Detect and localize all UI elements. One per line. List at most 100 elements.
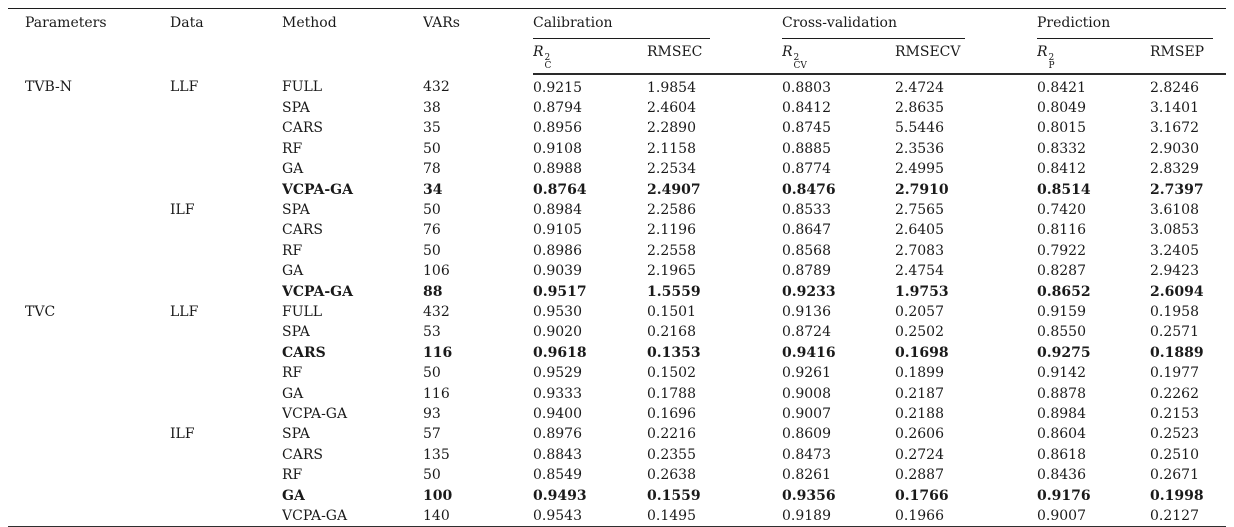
table-row: GA 78 0.8988 2.2534 0.8774 2.4995 0.8412 2.8329 bbox=[8, 159, 1226, 179]
table-row: CARS 116 0.9618 0.1353 0.9416 0.1698 0.9275 0.1… bbox=[8, 343, 1226, 363]
cell-vars: 100 bbox=[423, 487, 453, 504]
cell-parameter bbox=[8, 343, 170, 363]
group-label-cross-validation: Cross-validation bbox=[782, 15, 898, 31]
cell-rmsep: 0.2523 bbox=[1150, 426, 1199, 443]
cell-r2c: 0.8976 bbox=[533, 426, 582, 443]
cell-r2p: 0.9142 bbox=[1037, 365, 1086, 382]
cell-parameter bbox=[8, 282, 170, 302]
cell-parameter bbox=[8, 200, 170, 220]
cell-data bbox=[170, 261, 282, 281]
cell-r2cv: 0.8261 bbox=[782, 467, 831, 484]
cell-method: VCPA-GA bbox=[282, 181, 354, 198]
cell-r2cv: 0.9189 bbox=[782, 506, 895, 527]
cell-r2c: 0.8956 bbox=[533, 120, 582, 137]
cell-parameter bbox=[8, 404, 170, 424]
cell-vars: 76 bbox=[423, 222, 441, 239]
table-row: RF 50 0.9529 0.1502 0.9261 0.1899 0.9142 0.1977 bbox=[8, 363, 1226, 383]
cell-r2p: 0.9176 bbox=[1037, 487, 1091, 504]
table-row: RF 50 0.8549 0.2638 0.8261 0.2887 0.8436 0.2671 bbox=[8, 465, 1226, 485]
cell-method: VCPA-GA bbox=[282, 506, 423, 527]
cell-r2p: 0.7922 bbox=[1037, 242, 1086, 259]
cell-method: CARS bbox=[282, 446, 323, 463]
group-label-calibration: Calibration bbox=[533, 15, 613, 31]
table-row: GA 100 0.9493 0.1559 0.9356 0.1766 0.9176 0.199… bbox=[8, 486, 1226, 506]
cell-rmsec: 2.2558 bbox=[647, 242, 696, 259]
cell-r2cv: 0.8745 bbox=[782, 120, 831, 137]
table-row: ILF SPA 57 0.8976 0.2216 0.8609 0.2606 0.8604 0.… bbox=[8, 424, 1226, 444]
cell-rmsep: 0.2510 bbox=[1150, 446, 1199, 463]
cell-r2c: 0.9543 bbox=[533, 506, 647, 527]
cell-vars: 106 bbox=[423, 263, 450, 280]
cell-method: CARS bbox=[282, 222, 323, 239]
cell-rmsec: 1.5559 bbox=[647, 283, 701, 300]
cell-rmsep: 3.0853 bbox=[1150, 222, 1199, 239]
cell-r2c: 0.8794 bbox=[533, 99, 582, 116]
cell-r2p: 0.8287 bbox=[1037, 263, 1086, 280]
cell-data bbox=[170, 159, 282, 179]
cell-parameter bbox=[8, 241, 170, 261]
cell-rmsecv: 0.2502 bbox=[895, 324, 944, 341]
cell-rmsep: 2.8329 bbox=[1150, 161, 1199, 178]
table-row: SPA 53 0.9020 0.2168 0.8724 0.2502 0.8550 0.257… bbox=[8, 322, 1226, 342]
cell-parameter: TVB-N bbox=[25, 78, 72, 95]
cell-rmsep: 3.1401 bbox=[1150, 99, 1199, 116]
cell-data bbox=[170, 343, 282, 363]
cell-rmsec: 2.1158 bbox=[647, 140, 696, 157]
cell-data bbox=[170, 139, 282, 159]
cell-rmsecv: 2.7083 bbox=[895, 242, 944, 259]
cell-rmsec: 0.2216 bbox=[647, 426, 696, 443]
cell-r2p: 0.9159 bbox=[1037, 303, 1086, 320]
cell-rmsec: 2.2534 bbox=[647, 161, 696, 178]
cell-data bbox=[170, 118, 282, 138]
cell-rmsecv: 2.7910 bbox=[895, 181, 949, 198]
cell-r2cv: 0.8885 bbox=[782, 140, 831, 157]
cell-r2p: 0.8412 bbox=[1037, 161, 1086, 178]
group-header-cross-validation: Cross-validation bbox=[782, 9, 1037, 40]
table-body: TVB-N LLF FULL 432 0.9215 1.9854 0.8803 2.4724 0… bbox=[8, 74, 1226, 527]
cell-rmsecv: 2.4754 bbox=[895, 263, 944, 280]
cell-vars: 35 bbox=[423, 120, 441, 137]
cell-rmsecv: 2.6405 bbox=[895, 222, 944, 239]
cell-r2c: 0.9400 bbox=[533, 406, 582, 422]
cell-method: GA bbox=[282, 487, 305, 504]
cell-data bbox=[170, 180, 282, 200]
cell-rmsep: 3.6108 bbox=[1150, 201, 1199, 218]
cell-r2cv: 0.8774 bbox=[782, 161, 831, 178]
table-row: TVB-N LLF FULL 432 0.9215 1.9854 0.8803 2.4724 0… bbox=[8, 74, 1226, 98]
group-header-prediction: Prediction bbox=[1037, 9, 1226, 40]
cell-vars: 34 bbox=[423, 181, 443, 198]
table-row: CARS 35 0.8956 2.2890 0.8745 5.5446 0.8015 3.16… bbox=[8, 118, 1226, 138]
cell-data bbox=[170, 384, 282, 404]
cell-r2p: 0.8436 bbox=[1037, 467, 1086, 484]
cell-rmsecv: 0.2724 bbox=[895, 446, 944, 463]
cell-r2p: 0.8015 bbox=[1037, 120, 1086, 137]
cell-rmsec: 2.2890 bbox=[647, 120, 696, 137]
cell-parameter bbox=[8, 506, 170, 527]
cell-method: CARS bbox=[282, 120, 323, 137]
cell-vars: 116 bbox=[423, 385, 450, 402]
cell-rmsec: 0.1353 bbox=[647, 344, 701, 361]
paper-table-page: Parameters Data Method VARs Calibration … bbox=[0, 8, 1234, 527]
cell-parameter bbox=[8, 363, 170, 383]
cell-parameter bbox=[8, 139, 170, 159]
cell-data: LLF bbox=[170, 78, 199, 95]
table-row: GA 106 0.9039 2.1965 0.8789 2.4754 0.8287 2.942… bbox=[8, 261, 1226, 281]
cell-method: RF bbox=[282, 467, 303, 484]
cell-r2cv: 0.9356 bbox=[782, 487, 836, 504]
cell-data bbox=[170, 404, 282, 424]
cell-rmsec: 0.1559 bbox=[647, 487, 701, 504]
cell-rmsecv: 2.8635 bbox=[895, 99, 944, 116]
cell-r2c: 0.9618 bbox=[533, 344, 587, 361]
cell-data: ILF bbox=[170, 201, 195, 218]
cell-r2p: 0.8618 bbox=[1037, 446, 1086, 463]
cell-parameter bbox=[8, 180, 170, 200]
cell-r2cv: 0.8568 bbox=[782, 242, 831, 259]
cell-rmsec: 0.2168 bbox=[647, 324, 696, 341]
group-label-prediction: Prediction bbox=[1037, 15, 1111, 31]
cell-rmsec: 0.1696 bbox=[647, 406, 696, 422]
cell-rmsecv: 0.2188 bbox=[895, 406, 944, 422]
cell-parameter bbox=[8, 424, 170, 444]
col-header-rmsep: RMSEP bbox=[1150, 39, 1226, 75]
table-row: VCPA-GA 34 0.8764 2.4907 0.8476 2.7910 0.8514 2… bbox=[8, 180, 1226, 200]
